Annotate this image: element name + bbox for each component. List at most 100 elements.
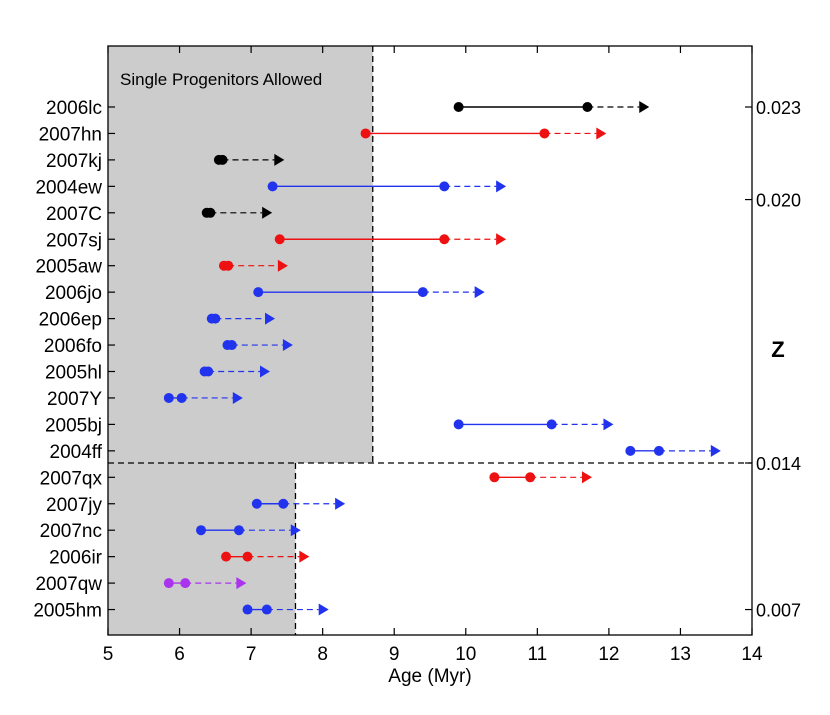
y-tick-label: 2006ep <box>39 310 102 331</box>
series-2005hl <box>199 365 270 378</box>
arrow-2007Y <box>232 391 243 404</box>
series-2006ir <box>221 550 310 563</box>
y-tick-label: 2007nc <box>40 521 102 542</box>
z-axis-label: Z <box>771 337 784 362</box>
arrow-2007qw <box>236 577 247 590</box>
point-mid-2004ff <box>653 445 664 456</box>
point-mid-2007sj <box>439 234 450 245</box>
z-tick-label: 0.014 <box>756 454 801 474</box>
point-mid-2005bj <box>546 419 557 430</box>
y-tick-label: 2007kj <box>46 151 102 172</box>
y-tick-label: 2007sj <box>46 230 102 251</box>
series-2007qx <box>489 471 592 484</box>
y-tick-label: 2007qw <box>35 574 102 595</box>
series-2006jo <box>253 286 485 299</box>
series-2007kj <box>213 153 285 166</box>
shaded-region-upper <box>108 46 373 463</box>
y-tick-label: 2007C <box>46 204 102 225</box>
point-mid-2006fo <box>226 340 237 351</box>
arrow-2007sj <box>496 233 507 246</box>
data-series <box>163 101 721 616</box>
series-2005aw <box>218 259 288 272</box>
z-tick-label: 0.023 <box>756 98 801 118</box>
arrow-2005hl <box>260 365 270 378</box>
x-tick-label: 9 <box>389 644 400 665</box>
plot-frame <box>107 45 753 636</box>
y-tick-label: 2006lc <box>46 98 102 119</box>
x-tick-label: 11 <box>527 644 547 665</box>
arrow-2005aw <box>277 259 288 272</box>
y-tick-label: 2006jo <box>45 283 102 304</box>
point-start-2005bj <box>453 419 464 430</box>
y-tick-label: 2005bj <box>45 415 102 436</box>
arrow-2004ew <box>496 180 507 193</box>
point-start-2007jy <box>251 498 262 509</box>
series-2006lc <box>453 101 650 113</box>
arrow-2005bj <box>603 418 614 431</box>
axis-ticks <box>107 46 753 635</box>
arrow-2007jy <box>335 497 346 510</box>
arrow-2006ep <box>265 312 276 325</box>
series-2004ew <box>267 180 507 193</box>
z-tick-label: 0.007 <box>756 601 801 621</box>
z-tick-label: 0.020 <box>756 191 801 211</box>
point-mid-2007jy <box>278 498 289 509</box>
x-tick-label: 7 <box>246 644 257 665</box>
point-mid-2007C <box>205 207 216 218</box>
point-mid-2007hn <box>539 128 550 139</box>
series-2005bj <box>453 418 614 431</box>
point-start-2007sj <box>274 234 285 245</box>
axis-labels: 5 6 7 8 9 10 11 12 13 14 2006lc 2007hn 2007kj 2004ew 2… <box>33 98 801 665</box>
series-2005hm <box>242 603 329 616</box>
x-tick-label: 10 <box>455 644 476 665</box>
y-tick-label: 2005hl <box>45 363 102 384</box>
shaded-regions <box>108 46 373 635</box>
arrow-2007nc <box>290 524 301 537</box>
y-tick-label: 2005hm <box>33 601 102 622</box>
point-start-2004ff <box>625 445 636 456</box>
series-2007Y <box>163 391 243 404</box>
arrow-2006jo <box>474 286 485 299</box>
point-mid-2007qx <box>525 472 536 483</box>
series-2007jy <box>251 497 346 510</box>
y-tick-label: 2005aw <box>35 257 102 278</box>
point-start-2007hn <box>360 128 371 139</box>
y-tick-label: 2007qx <box>40 468 103 489</box>
guide-lines <box>108 46 752 635</box>
x-tick-label: 13 <box>670 644 691 665</box>
arrow-2006lc <box>639 101 650 113</box>
point-mid-2006ir <box>242 551 253 562</box>
x-tick-label: 12 <box>598 644 619 665</box>
point-start-2006jo <box>253 287 264 298</box>
point-start-2005hm <box>242 604 253 615</box>
y-tick-label: 2007Y <box>47 389 102 410</box>
point-mid-2007Y <box>176 392 187 403</box>
point-start-2007Y <box>163 392 174 403</box>
point-mid-2007qw <box>180 578 191 589</box>
point-mid-2005hl <box>203 366 214 377</box>
series-2006fo <box>222 339 293 352</box>
point-start-2004ew <box>267 181 278 192</box>
series-2007sj <box>274 233 507 246</box>
point-mid-2004ew <box>439 181 450 192</box>
point-mid-2007nc <box>233 525 244 536</box>
point-mid-2005hm <box>261 604 272 615</box>
series-2007hn <box>360 127 607 140</box>
arrow-2007C <box>262 206 273 219</box>
annotation-single-progenitors: Single Progenitors Allowed <box>120 70 322 89</box>
point-mid-2007kj <box>217 154 228 165</box>
y-tick-label: 2006ir <box>49 548 102 569</box>
point-mid-2006jo <box>417 287 428 298</box>
arrow-2004ff <box>710 444 721 457</box>
point-mid-2006lc <box>582 102 593 112</box>
point-start-2007qw <box>163 578 174 589</box>
arrow-2006ir <box>299 550 310 563</box>
x-tick-label: 6 <box>174 644 185 665</box>
x-axis-label: Age (Myr) <box>388 666 471 687</box>
arrow-2007hn <box>596 127 607 140</box>
arrow-2007qx <box>582 471 592 484</box>
series-2004ff <box>625 444 721 457</box>
y-tick-label: 2007hn <box>39 124 102 145</box>
series-2006ep <box>206 312 276 325</box>
